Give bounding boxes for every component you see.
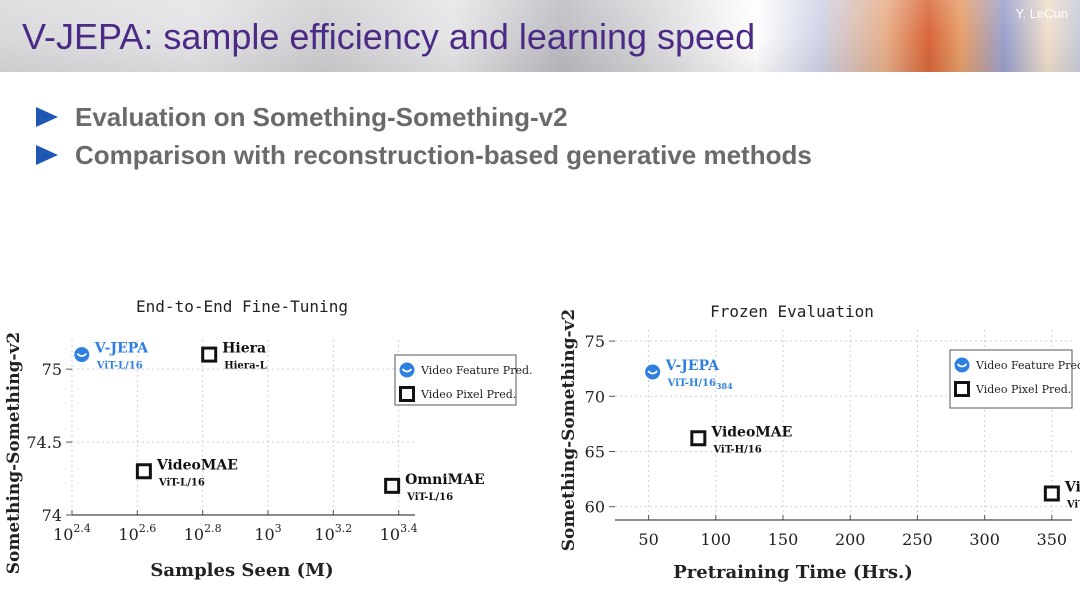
bullet-arrow-icon (36, 145, 58, 165)
legend-box (949, 349, 1073, 409)
legend-marker-highlight (401, 368, 413, 373)
data-point (645, 364, 661, 380)
y-tick-label: 74 (42, 506, 62, 525)
point-label: OmniMAE (405, 472, 485, 488)
point-label: VideoMAEv2 (1064, 479, 1080, 495)
legend-label: Video Feature Pred. (420, 364, 533, 377)
y-tick-label: 70 (585, 387, 605, 406)
x-tick-label: 200 (835, 530, 866, 549)
data-point (201, 346, 218, 363)
legend: Video Feature Pred. Video Pixel Pred. (394, 354, 533, 406)
author-credit: Y. LeCun (1015, 6, 1068, 21)
point-label: V-JEPA (94, 341, 149, 357)
axes (609, 340, 1072, 521)
fine-tuning-chart: End-to-End Fine-Tuning Something-Somethi… (4, 297, 533, 581)
x-tick-label: 150 (768, 530, 799, 549)
legend-box (394, 354, 517, 406)
point-sublabel: ViT-g/14 (1066, 499, 1080, 510)
legend-label: Video Pixel Pred. (420, 388, 516, 401)
data-points: V-JEPA ViT-H/16384 VideoMAE ViT-H/16 VideoMA… (645, 358, 1080, 510)
chart-title: End-to-End Fine-Tuning (136, 297, 348, 316)
frozen-eval-chart: Frozen Evaluation Something-Something-v2… (559, 302, 1080, 583)
x-tick-label: 103 (254, 522, 281, 544)
point-label: VideoMAE (710, 424, 792, 440)
legend-marker (954, 357, 970, 373)
point-label: VideoMAE (156, 457, 238, 473)
legend-label: Video Pixel Pred. (975, 383, 1071, 396)
y-tick-label: 65 (585, 443, 605, 462)
title-banner (0, 0, 1080, 72)
data-point (135, 463, 152, 480)
grid (615, 330, 1072, 520)
data-points: V-JEPA ViT-L/16 Hiera Hiera-L VideoMAE ViT-L/… (74, 341, 485, 503)
legend-marker (954, 381, 970, 397)
x-tick-label: 350 (1037, 530, 1068, 549)
y-axis-label: Something-Something-v2 (4, 332, 24, 575)
data-point-highlight (76, 352, 87, 357)
bullet-text: Evaluation on Something-Something-v2 (75, 101, 568, 132)
y-tick-label: 74.5 (26, 433, 62, 452)
data-point (74, 347, 90, 363)
point-sublabel: Hiera-L (224, 361, 267, 372)
bullet-text: Comparison with reconstruction-based gen… (75, 139, 812, 170)
x-tick-label: 300 (969, 530, 1000, 549)
point-label: Hiera (222, 341, 266, 357)
point-sublabel: ViT-L/16 (96, 361, 143, 372)
x-tick-label: 102.6 (118, 522, 156, 544)
bullet-arrow-icon (36, 107, 58, 127)
data-point (1043, 485, 1060, 502)
bullet-item: Comparison with reconstruction-based gen… (36, 136, 812, 174)
y-tick-label: 75 (585, 332, 605, 351)
legend-label: Video Feature Pred. (975, 359, 1080, 372)
x-tick-label: 103.2 (314, 522, 352, 544)
legend-marker (399, 362, 415, 378)
bullet-list: Evaluation on Something-Something-v2 Com… (36, 98, 812, 174)
x-tick-label: 103.4 (380, 522, 418, 544)
x-axis-label: Pretraining Time (Hrs.) (673, 562, 913, 583)
x-tick-label: 102.4 (53, 522, 91, 544)
x-tick-label: 50 (638, 530, 658, 549)
bullet-item: Evaluation on Something-Something-v2 (36, 98, 812, 136)
data-point-highlight (647, 370, 658, 375)
point-sublabel: ViT-H/16 (712, 444, 761, 455)
slide-title: V-JEPA: sample efficiency and learning s… (22, 16, 756, 57)
y-axis-label: Something-Something-v2 (559, 309, 579, 552)
point-sublabel: ViT-L/16 (158, 477, 205, 488)
x-tick-label: 100 (701, 530, 732, 549)
x-tick-label: 250 (902, 530, 933, 549)
tick-labels: 102.4 102.6 102.8 103 103.2 103.4 74 74.5 75 (26, 360, 417, 544)
x-axis-label: Samples Seen (M) (150, 560, 333, 581)
data-point (690, 430, 707, 447)
y-tick-label: 75 (42, 360, 62, 379)
y-tick-label: 60 (585, 498, 605, 517)
legend-marker (399, 386, 415, 402)
x-tick-label: 102.8 (184, 522, 222, 544)
point-sublabel: ViT-L/16 (406, 492, 453, 503)
point-label: V-JEPA (665, 358, 720, 374)
legend-marker-highlight (956, 363, 968, 368)
point-sublabel: ViT-H/16384 (667, 378, 733, 391)
legend: Video Feature Pred. Video Pixel Pred. (949, 349, 1080, 409)
data-point (384, 477, 401, 494)
tick-labels: 50 100 150 200 250 300 350 60 65 70 75 (585, 332, 1067, 549)
axes (66, 368, 415, 516)
chart-title: Frozen Evaluation (710, 302, 874, 321)
